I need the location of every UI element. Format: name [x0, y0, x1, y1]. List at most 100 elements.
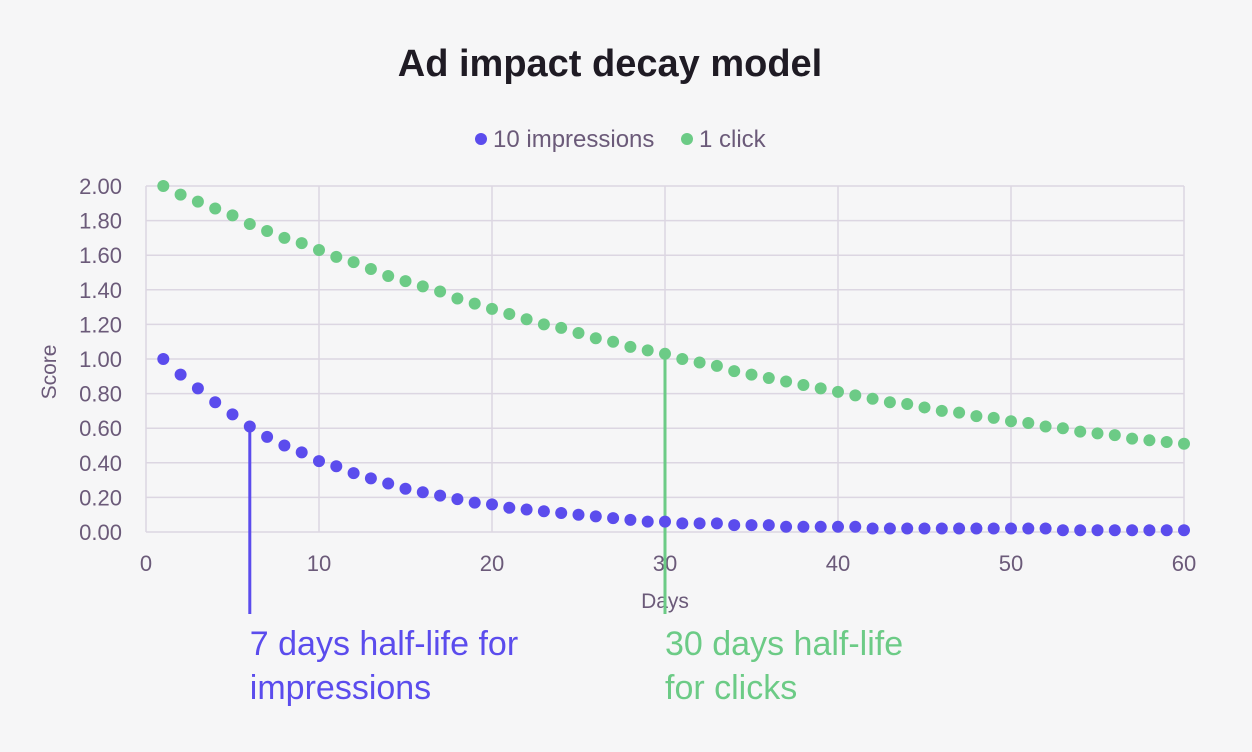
data-point-impressions: [278, 439, 291, 452]
legend-label-click: 1 click: [699, 126, 767, 153]
y-tick-label: 0.20: [79, 485, 122, 510]
data-point-click: [434, 285, 447, 298]
data-point-click: [486, 302, 498, 315]
annotation-line: 7 days half-life for: [250, 625, 518, 663]
legend: 10 impressions 1 click: [475, 126, 767, 153]
data-point-impressions: [1039, 522, 1052, 535]
y-tick-label: 1.20: [79, 312, 122, 337]
data-point-impressions: [1056, 524, 1069, 537]
data-point-impressions: [901, 522, 914, 535]
data-point-click: [416, 280, 429, 293]
data-point-click: [174, 188, 187, 201]
data-point-impressions: [918, 522, 931, 535]
data-point-impressions: [970, 522, 983, 535]
data-point-impressions: [589, 510, 602, 523]
y-tick-label: 0.00: [79, 520, 122, 545]
data-point-click: [1039, 420, 1052, 433]
data-point-impressions: [745, 519, 758, 532]
data-point-click: [987, 411, 1000, 424]
data-point-click: [693, 356, 706, 369]
data-point-impressions: [1126, 524, 1139, 537]
data-point-impressions: [537, 505, 550, 518]
data-point-click: [1126, 432, 1139, 445]
half-life-annotation: 30 days half-life for clicks: [665, 625, 903, 707]
data-point-click: [1108, 429, 1121, 442]
data-point-click: [710, 359, 723, 372]
data-point-impressions: [624, 513, 637, 526]
data-point-impressions: [659, 515, 671, 528]
data-point-impressions: [797, 520, 810, 533]
data-point-impressions: [174, 368, 187, 381]
data-point-click: [1091, 427, 1104, 440]
data-point-impressions: [728, 519, 741, 532]
data-point-impressions: [243, 420, 256, 433]
legend-marker-impressions: [475, 133, 487, 145]
data-point-impressions: [1160, 524, 1173, 537]
legend-label-impressions: 10 impressions: [493, 126, 654, 153]
data-point-click: [347, 256, 360, 269]
data-point-impressions: [399, 482, 412, 495]
annotation-line: impressions: [250, 669, 431, 707]
data-point-impressions: [313, 455, 325, 468]
data-point-impressions: [710, 517, 723, 530]
data-point-click: [261, 224, 274, 237]
data-point-click: [883, 396, 896, 409]
data-point-click: [780, 375, 793, 388]
data-point-click: [589, 332, 602, 345]
data-point-impressions: [953, 522, 966, 535]
data-point-impressions: [468, 496, 481, 509]
data-point-impressions: [347, 467, 360, 480]
data-point-impressions: [780, 520, 793, 533]
data-point-impressions: [641, 515, 654, 528]
data-point-click: [313, 244, 325, 257]
data-point-click: [278, 231, 291, 244]
data-point-click: [537, 318, 550, 331]
data-point-impressions: [1143, 524, 1156, 537]
y-tick-label: 0.80: [79, 382, 122, 407]
y-axis-label: Score: [38, 345, 61, 400]
data-point-click: [1022, 417, 1035, 430]
data-point-impressions: [693, 517, 706, 530]
data-point-click: [935, 404, 948, 417]
data-point-click: [295, 237, 308, 250]
data-point-impressions: [1022, 522, 1035, 535]
data-point-click: [797, 378, 810, 391]
data-point-impressions: [987, 522, 1000, 535]
data-point-impressions: [866, 522, 879, 535]
legend-marker-click: [681, 133, 693, 145]
data-point-impressions: [1091, 524, 1104, 537]
x-axis-ticks: 0 10 20 30 40 50 60: [140, 551, 1196, 576]
data-point-click: [399, 275, 412, 288]
data-point-impressions: [157, 353, 170, 365]
annotation-line: 30 days half-life: [665, 625, 903, 663]
data-point-click: [849, 389, 862, 402]
data-point-impressions: [503, 501, 516, 514]
data-point-click: [520, 313, 533, 326]
x-tick-label: 20: [480, 551, 504, 576]
data-point-impressions: [572, 508, 585, 521]
data-point-click: [901, 397, 914, 410]
data-point-click: [728, 365, 741, 378]
y-axis-ticks: 0.00 0.20 0.40 0.60 0.80 1.00 1.20 1.40 1.60 1.80…: [79, 174, 122, 545]
data-points: [157, 180, 1190, 537]
data-point-click: [243, 218, 256, 231]
data-point-impressions: [1005, 522, 1017, 535]
data-point-impressions: [191, 382, 204, 395]
data-point-click: [226, 209, 239, 222]
annotation-line: for clicks: [665, 669, 797, 707]
y-tick-label: 1.80: [79, 209, 122, 234]
data-point-click: [209, 202, 222, 215]
data-point-click: [1056, 422, 1069, 435]
data-point-impressions: [814, 520, 827, 533]
data-point-impressions: [935, 522, 948, 535]
data-point-click: [330, 250, 343, 263]
data-point-impressions: [607, 512, 620, 525]
data-point-click: [1074, 425, 1087, 438]
data-point-click: [918, 401, 931, 414]
data-point-impressions: [832, 520, 844, 533]
data-point-click: [503, 308, 516, 321]
data-point-impressions: [486, 498, 498, 511]
data-point-impressions: [382, 477, 395, 490]
chart-title: Ad impact decay model: [398, 43, 822, 85]
